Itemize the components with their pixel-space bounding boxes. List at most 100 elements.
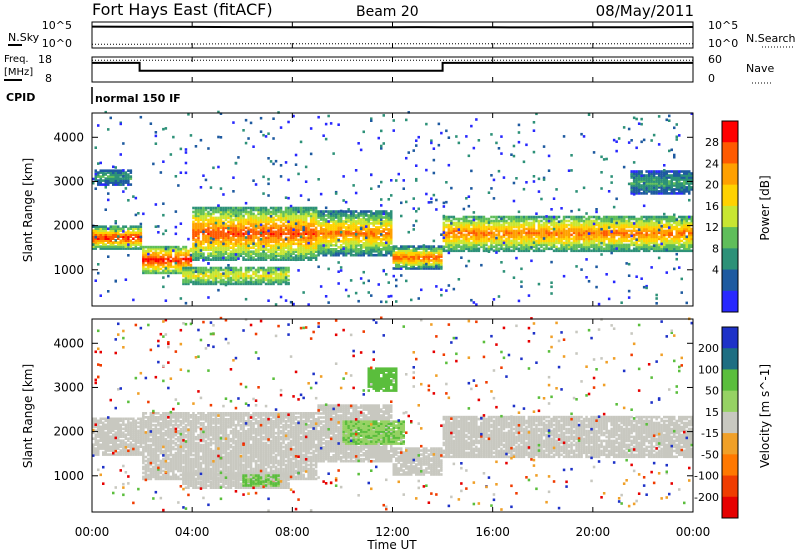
heatmap-cell bbox=[425, 245, 428, 248]
heatmap-cell bbox=[252, 236, 255, 240]
heatmap-cell bbox=[264, 248, 268, 251]
heatmap-cell bbox=[309, 206, 313, 210]
heatmap-cell bbox=[412, 261, 415, 264]
heatmap-cell bbox=[242, 242, 245, 246]
heatmap-cell bbox=[347, 218, 350, 221]
heatmap-cell bbox=[204, 206, 208, 210]
heatmap-cell bbox=[425, 247, 428, 250]
heatmap-cell bbox=[192, 256, 195, 259]
heatmap-cell bbox=[397, 267, 400, 270]
heatmap-cell bbox=[357, 251, 360, 255]
heatmap-cell bbox=[678, 266, 681, 269]
heatmap-cell bbox=[372, 214, 375, 217]
heatmap-cell bbox=[400, 247, 403, 250]
heatmap-cell bbox=[615, 239, 618, 243]
heatmap-cell bbox=[324, 214, 328, 217]
heatmap-cell bbox=[540, 233, 543, 237]
heatmap-cell bbox=[465, 223, 468, 227]
heatmap-cell bbox=[234, 232, 238, 236]
heatmap-cell bbox=[567, 169, 571, 172]
heatmap-cell bbox=[107, 235, 110, 238]
heatmap-cell bbox=[292, 218, 295, 222]
heatmap-cell bbox=[229, 276, 233, 280]
heatmap-cell bbox=[655, 176, 658, 179]
heatmap-cell bbox=[202, 238, 205, 242]
heatmap-cell bbox=[292, 236, 295, 240]
heatmap-cell bbox=[279, 248, 283, 251]
heatmap-cell bbox=[420, 263, 423, 266]
heatmap-cell bbox=[327, 250, 330, 253]
heatmap-cell bbox=[347, 230, 350, 233]
heatmap-cell bbox=[154, 142, 158, 145]
heatmap-cell bbox=[375, 238, 378, 241]
heatmap-cell bbox=[274, 212, 278, 216]
heatmap-cell bbox=[337, 234, 340, 237]
heatmap-cell bbox=[642, 181, 646, 185]
heatmap-cell bbox=[435, 251, 438, 254]
heatmap-cell bbox=[284, 226, 288, 230]
heatmap-cell bbox=[294, 216, 298, 220]
heatmap-cell bbox=[267, 232, 270, 236]
heatmap-cell bbox=[239, 224, 243, 228]
heatmap-cell bbox=[269, 234, 273, 238]
heatmap-cell bbox=[467, 245, 471, 249]
heatmap-cell bbox=[477, 241, 481, 245]
heatmap-cell bbox=[274, 238, 278, 242]
heatmap-cell bbox=[222, 226, 225, 230]
heatmap-cell bbox=[224, 252, 228, 255]
heatmap-cell bbox=[287, 224, 290, 228]
heatmap-cell bbox=[405, 259, 408, 262]
heatmap-cell bbox=[232, 248, 235, 251]
heatmap-cell bbox=[390, 212, 393, 215]
heatmap-cell bbox=[375, 226, 378, 229]
heatmap-cell bbox=[329, 248, 333, 251]
heatmap-cell bbox=[194, 238, 198, 242]
heatmap-cell bbox=[347, 246, 350, 249]
nsky-label: N.Sky bbox=[8, 31, 40, 44]
heatmap-cell bbox=[420, 245, 423, 248]
heatmap-cell bbox=[460, 227, 463, 231]
heatmap-cell bbox=[264, 238, 268, 242]
heatmap-cell bbox=[199, 212, 203, 216]
heatmap-cell bbox=[445, 249, 448, 253]
heatmap-cell bbox=[525, 239, 528, 243]
heatmap-cell bbox=[314, 218, 318, 222]
heatmap-cell bbox=[307, 238, 310, 242]
heatmap-cell bbox=[222, 268, 225, 272]
heatmap-cell bbox=[347, 224, 350, 227]
heatmap-cell bbox=[537, 225, 541, 229]
heatmap-cell bbox=[247, 222, 250, 226]
heatmap-cell bbox=[239, 206, 243, 210]
heatmap-cell bbox=[314, 232, 318, 236]
heatmap-cell bbox=[282, 256, 285, 259]
heatmap-cell bbox=[162, 276, 165, 279]
heatmap-cell bbox=[154, 134, 158, 138]
heatmap-cell bbox=[272, 240, 275, 244]
heatmap-cell bbox=[647, 215, 651, 219]
heatmap-cell bbox=[297, 214, 300, 218]
heatmap-cell bbox=[417, 253, 420, 256]
heatmap-cell bbox=[512, 229, 516, 233]
heatmap-cell bbox=[339, 248, 343, 251]
heatmap-cell bbox=[287, 230, 290, 234]
heatmap-cell bbox=[445, 241, 448, 245]
heatmap-cell bbox=[249, 208, 253, 212]
heatmap-cell bbox=[242, 222, 245, 226]
heatmap-cell bbox=[224, 218, 228, 222]
heatmap-cell bbox=[244, 230, 248, 234]
heatmap-cell bbox=[237, 240, 240, 244]
heatmap-cell bbox=[217, 165, 220, 169]
heatmap-cell bbox=[382, 236, 385, 239]
heatmap-cell bbox=[405, 267, 408, 270]
heatmap-cell bbox=[387, 216, 390, 219]
heatmap-cell bbox=[317, 250, 320, 253]
heatmap-cell bbox=[309, 232, 313, 236]
heatmap-cell bbox=[492, 235, 496, 239]
heatmap-cell bbox=[104, 245, 107, 248]
heatmap-cell bbox=[147, 247, 150, 251]
heatmap-cell bbox=[527, 235, 531, 239]
heatmap-cell bbox=[480, 231, 483, 235]
heatmap-cell bbox=[339, 222, 343, 225]
heatmap-cell bbox=[287, 212, 290, 216]
heatmap-cell bbox=[507, 215, 511, 219]
